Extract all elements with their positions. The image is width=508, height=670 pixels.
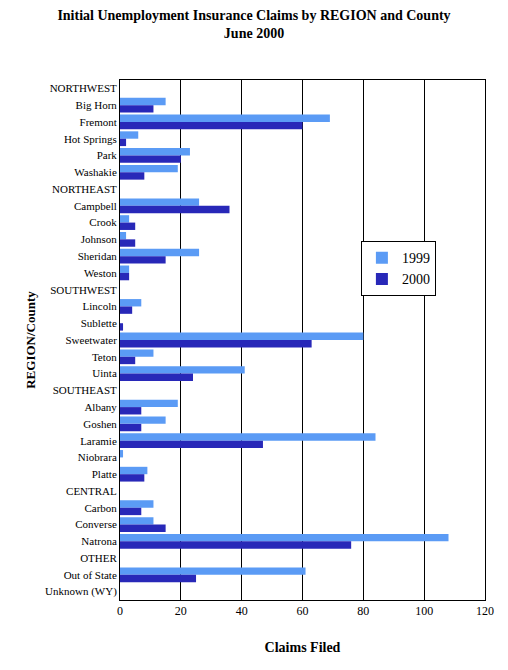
svg-text:2000: 2000 bbox=[402, 272, 430, 287]
svg-text:100: 100 bbox=[415, 604, 433, 618]
svg-text:Hot Springs: Hot Springs bbox=[64, 133, 117, 145]
svg-text:Carbon: Carbon bbox=[84, 502, 117, 514]
svg-text:NORTHWEST: NORTHWEST bbox=[50, 82, 117, 94]
svg-text:Sublette: Sublette bbox=[81, 317, 117, 329]
svg-text:20: 20 bbox=[175, 604, 187, 618]
svg-text:REGION/County: REGION/County bbox=[23, 291, 38, 389]
svg-text:Goshen: Goshen bbox=[83, 418, 117, 430]
svg-text:Unknown (WY): Unknown (WY) bbox=[45, 585, 117, 598]
svg-text:Converse: Converse bbox=[75, 518, 117, 530]
svg-text:Weston: Weston bbox=[84, 267, 117, 279]
svg-text:Out of State: Out of State bbox=[64, 569, 117, 581]
svg-text:1999: 1999 bbox=[402, 251, 430, 266]
svg-text:NORTHEAST: NORTHEAST bbox=[52, 183, 117, 195]
svg-text:Sweetwater: Sweetwater bbox=[65, 334, 117, 346]
svg-text:Fremont: Fremont bbox=[80, 116, 117, 128]
svg-text:Lincoln: Lincoln bbox=[83, 300, 118, 312]
svg-text:Teton: Teton bbox=[92, 351, 117, 363]
svg-text:OTHER: OTHER bbox=[80, 552, 117, 564]
svg-text:0: 0 bbox=[117, 604, 123, 618]
svg-text:Natrona: Natrona bbox=[81, 535, 117, 547]
svg-text:Platte: Platte bbox=[92, 468, 117, 480]
svg-text:Crook: Crook bbox=[89, 216, 117, 228]
svg-text:Claims Filed: Claims Filed bbox=[265, 640, 341, 655]
svg-text:Uinta: Uinta bbox=[92, 367, 117, 379]
svg-text:Campbell: Campbell bbox=[74, 200, 117, 212]
svg-text:Laramie: Laramie bbox=[80, 435, 117, 447]
svg-text:Big Horn: Big Horn bbox=[76, 99, 118, 111]
svg-text:40: 40 bbox=[236, 604, 248, 618]
svg-text:Albany: Albany bbox=[84, 401, 117, 413]
svg-text:Park: Park bbox=[97, 149, 118, 161]
svg-text:Niobrara: Niobrara bbox=[78, 451, 117, 463]
svg-text:CENTRAL: CENTRAL bbox=[66, 485, 117, 497]
svg-text:80: 80 bbox=[357, 604, 369, 618]
svg-text:120: 120 bbox=[476, 604, 494, 618]
svg-text:Sheridan: Sheridan bbox=[78, 250, 118, 262]
svg-text:Johnson: Johnson bbox=[81, 233, 118, 245]
svg-text:Initial Unemployment Insurance: Initial Unemployment Insurance Claims by… bbox=[57, 8, 450, 41]
svg-text:SOUTHWEST: SOUTHWEST bbox=[50, 284, 117, 296]
svg-text:60: 60 bbox=[297, 604, 309, 618]
svg-text:SOUTHEAST: SOUTHEAST bbox=[53, 384, 117, 396]
svg-text:Washakie: Washakie bbox=[74, 166, 117, 178]
